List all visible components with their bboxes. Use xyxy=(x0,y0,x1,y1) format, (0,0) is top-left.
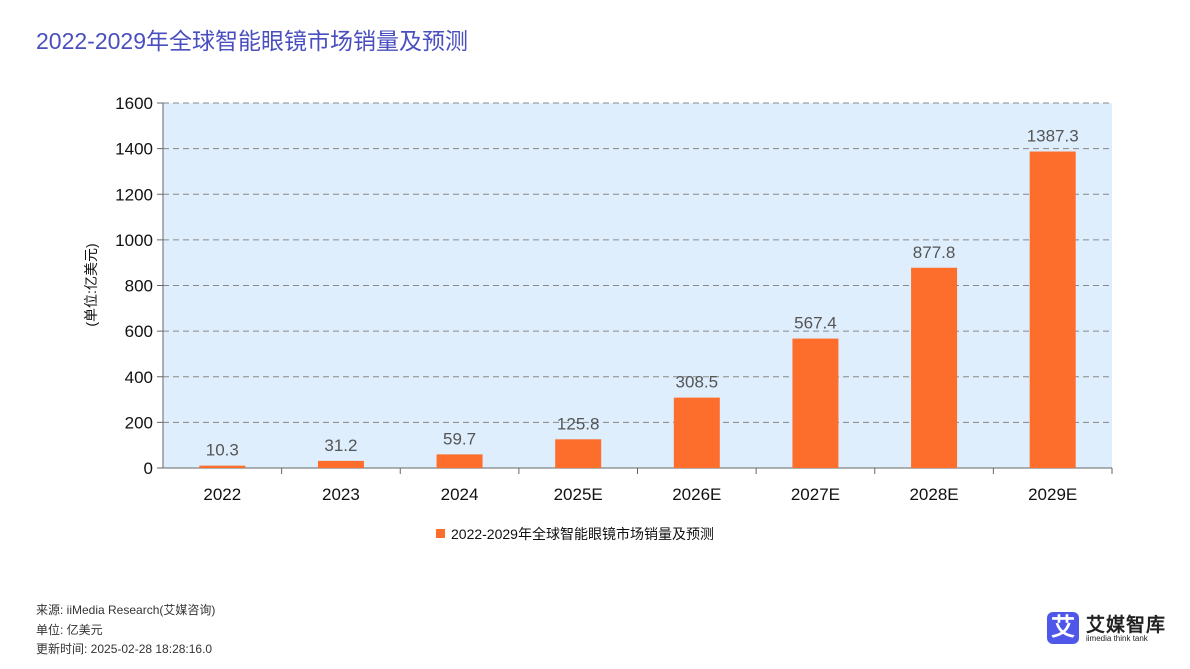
bar xyxy=(555,439,602,468)
bar xyxy=(317,460,364,468)
data-label: 1387.3 xyxy=(1027,127,1079,146)
bar xyxy=(911,267,958,468)
y-axis-label: (单位:亿美元) xyxy=(83,243,99,326)
data-label: 125.8 xyxy=(557,414,600,433)
x-tick-label: 2023 xyxy=(322,485,360,504)
source-note: 来源: iiMedia Research(艾媒咨询) xyxy=(36,603,216,617)
bar xyxy=(792,338,839,468)
y-tick-label: 800 xyxy=(125,277,153,296)
data-label: 59.7 xyxy=(443,429,476,448)
x-tick-label: 2028E xyxy=(909,485,958,504)
x-tick-label: 2022 xyxy=(203,485,241,504)
logo-icon: 艾 xyxy=(1047,612,1079,644)
bar xyxy=(436,454,483,468)
bar xyxy=(1029,151,1076,468)
legend-label: 2022-2029年全球智能眼镜市场销量及预测 xyxy=(451,526,714,542)
data-label: 567.4 xyxy=(794,314,837,333)
y-tick-label: 1200 xyxy=(115,185,153,204)
bar-chart: 0 200 400 600 800 1000 1200 1400 1600 10.3 2022 31.… xyxy=(83,94,1113,542)
legend-swatch xyxy=(436,529,445,538)
y-tick-label: 1000 xyxy=(115,231,153,250)
x-tick-label: 2027E xyxy=(791,485,840,504)
update-time: 更新时间: 2025-02-28 18:28:16.0 xyxy=(36,642,213,656)
logo-name: 艾媒智库 xyxy=(1086,615,1167,636)
y-tick-label: 0 xyxy=(144,459,153,478)
y-tick-label: 400 xyxy=(125,368,153,387)
unit-note: 单位: 亿美元 xyxy=(36,623,103,637)
bar xyxy=(673,397,720,468)
x-tick-label: 2024 xyxy=(441,485,479,504)
y-tick-label: 1400 xyxy=(115,140,153,159)
x-tick-label: 2025E xyxy=(554,485,603,504)
y-tick-label: 200 xyxy=(125,413,153,432)
logo-tagline: iimedia think tank xyxy=(1086,634,1148,643)
data-label: 877.8 xyxy=(913,243,956,262)
x-tick-label: 2029E xyxy=(1028,485,1077,504)
data-label: 308.5 xyxy=(676,373,719,392)
data-label: 31.2 xyxy=(324,436,357,455)
y-tick-label: 1600 xyxy=(115,94,153,113)
x-tick-label: 2026E xyxy=(672,485,721,504)
data-label: 10.3 xyxy=(206,441,239,460)
y-tick-label: 600 xyxy=(125,322,153,341)
chart-title: 2022-2029年全球智能眼镜市场销量及预测 xyxy=(36,28,468,54)
bar xyxy=(199,465,246,468)
